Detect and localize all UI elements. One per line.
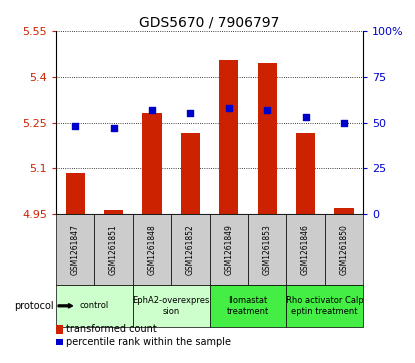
Bar bbox=[181, 133, 200, 214]
Text: control: control bbox=[80, 301, 109, 310]
Bar bbox=[104, 209, 123, 214]
Text: GSM1261852: GSM1261852 bbox=[186, 224, 195, 275]
Text: Ilomastat
treatment: Ilomastat treatment bbox=[227, 296, 269, 315]
Text: transformed count: transformed count bbox=[66, 324, 157, 334]
Point bbox=[72, 123, 78, 129]
Point bbox=[225, 105, 232, 111]
Bar bbox=[66, 173, 85, 214]
Text: GSM1261851: GSM1261851 bbox=[109, 224, 118, 275]
Text: GSM1261848: GSM1261848 bbox=[147, 224, 156, 275]
Text: GSM1261850: GSM1261850 bbox=[339, 224, 349, 275]
Point bbox=[302, 114, 309, 120]
Point bbox=[149, 107, 155, 113]
Text: GSM1261846: GSM1261846 bbox=[301, 224, 310, 275]
Bar bbox=[334, 208, 354, 214]
Point bbox=[110, 125, 117, 131]
Text: GSM1261847: GSM1261847 bbox=[71, 224, 80, 275]
Bar bbox=[258, 63, 277, 214]
Point bbox=[341, 119, 347, 125]
Point bbox=[264, 107, 271, 113]
Bar bbox=[296, 133, 315, 214]
Bar bbox=[219, 60, 238, 214]
Bar bbox=[142, 113, 161, 214]
Text: percentile rank within the sample: percentile rank within the sample bbox=[66, 337, 232, 347]
Text: EphA2-overexpres
sion: EphA2-overexpres sion bbox=[132, 296, 210, 315]
Point bbox=[187, 110, 194, 116]
Text: GSM1261849: GSM1261849 bbox=[224, 224, 233, 275]
Text: protocol: protocol bbox=[15, 301, 54, 311]
Title: GDS5670 / 7906797: GDS5670 / 7906797 bbox=[139, 16, 280, 30]
Text: GSM1261853: GSM1261853 bbox=[263, 224, 272, 275]
Text: Rho activator Calp
eptin treatment: Rho activator Calp eptin treatment bbox=[286, 296, 364, 315]
